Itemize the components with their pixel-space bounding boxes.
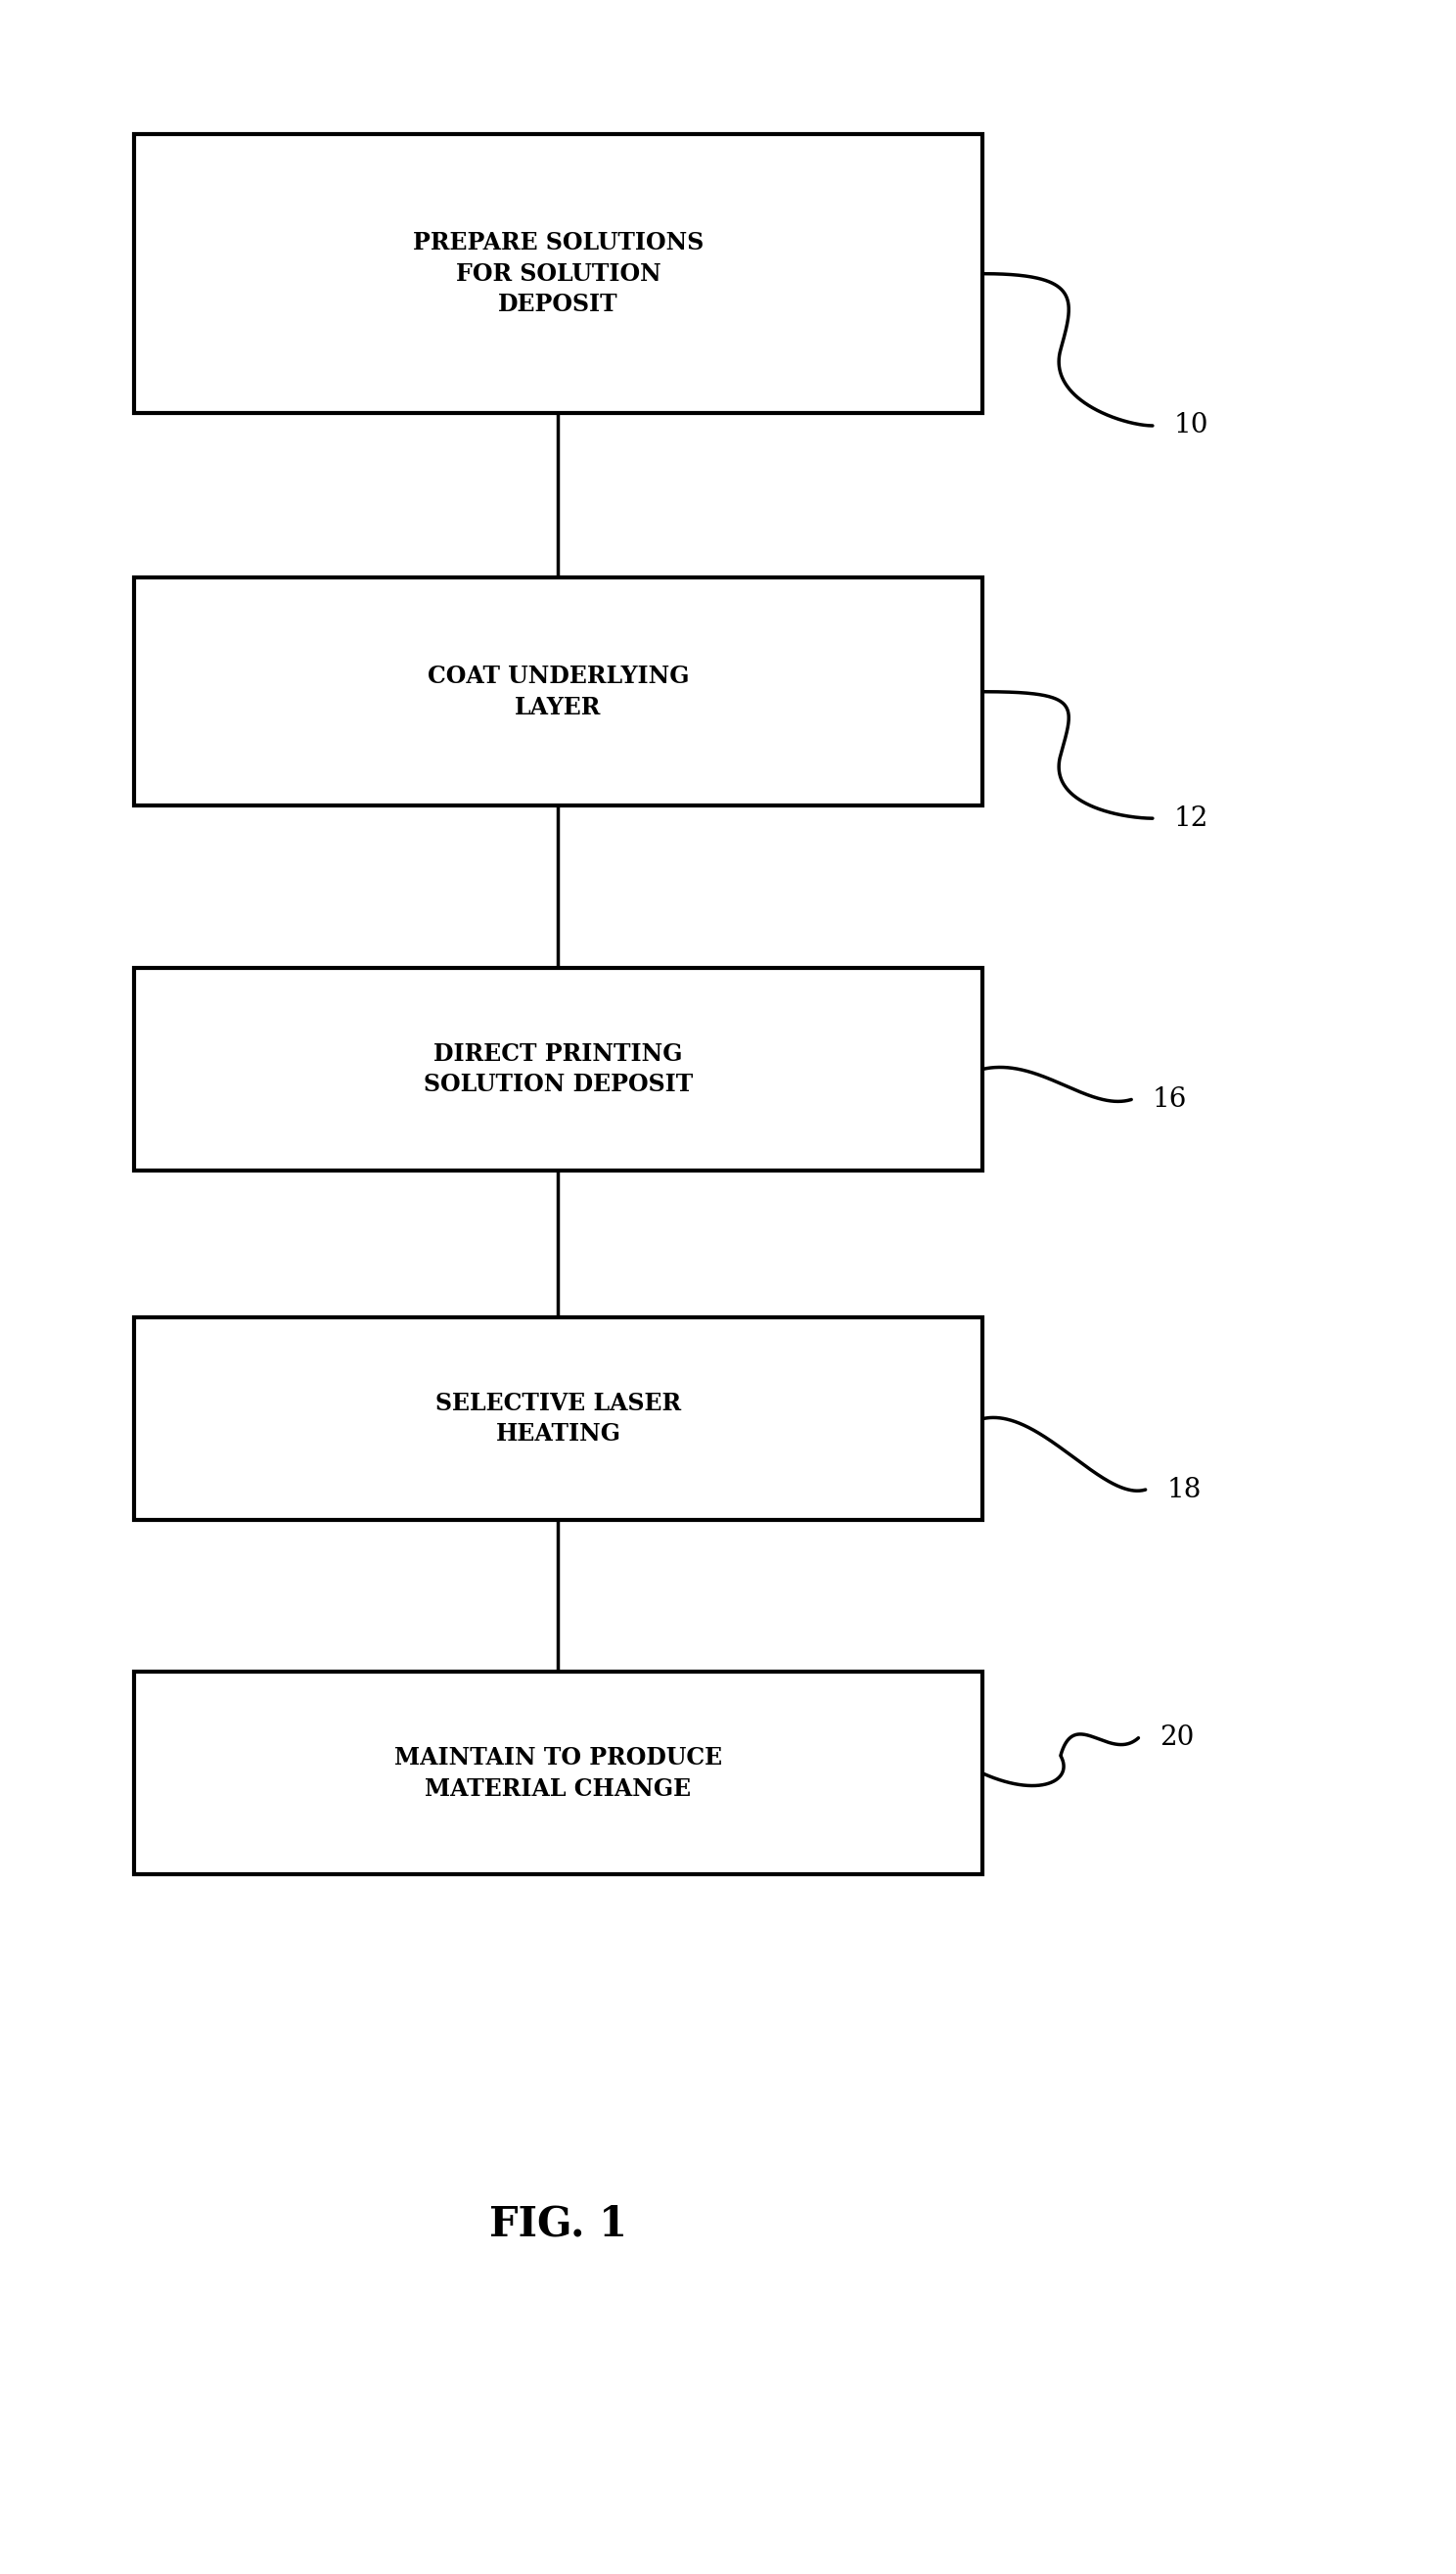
Text: 20: 20 — [1159, 1725, 1194, 1750]
Text: 10: 10 — [1174, 412, 1208, 440]
Text: 16: 16 — [1153, 1086, 1187, 1112]
Text: 18: 18 — [1166, 1477, 1201, 1503]
FancyBboxPatch shape — [134, 134, 983, 412]
FancyBboxPatch shape — [134, 1673, 983, 1874]
FancyBboxPatch shape — [134, 968, 983, 1171]
Text: COAT UNDERLYING
LAYER: COAT UNDERLYING LAYER — [427, 664, 689, 718]
Text: SELECTIVE LASER
HEATING: SELECTIVE LASER HEATING — [435, 1393, 681, 1447]
FancyBboxPatch shape — [134, 577, 983, 806]
FancyBboxPatch shape — [134, 1318, 983, 1521]
Text: MAINTAIN TO PRODUCE
MATERIAL CHANGE: MAINTAIN TO PRODUCE MATERIAL CHANGE — [395, 1745, 722, 1802]
Text: DIRECT PRINTING
SOLUTION DEPOSIT: DIRECT PRINTING SOLUTION DEPOSIT — [424, 1042, 693, 1097]
Text: 12: 12 — [1174, 806, 1208, 831]
Text: PREPARE SOLUTIONS
FOR SOLUTION
DEPOSIT: PREPARE SOLUTIONS FOR SOLUTION DEPOSIT — [412, 232, 703, 317]
Text: FIG. 1: FIG. 1 — [489, 2203, 628, 2245]
